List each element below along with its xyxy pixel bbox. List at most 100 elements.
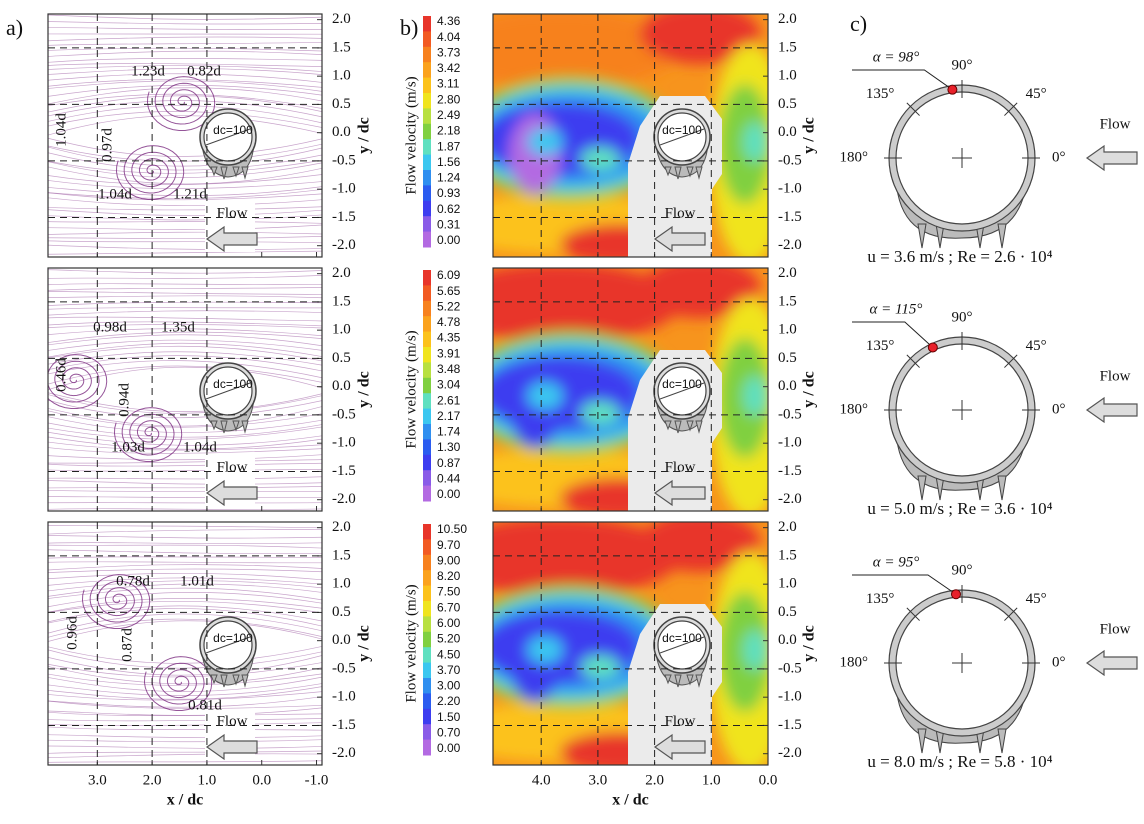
colorbar-segment bbox=[423, 347, 431, 363]
colorbar-segment bbox=[423, 154, 431, 171]
flow-label: Flow bbox=[665, 205, 696, 221]
y-tick-label: -2.0 bbox=[332, 745, 356, 761]
colorbar-segment bbox=[423, 31, 431, 48]
y-tick-label: 0.5 bbox=[332, 604, 351, 620]
streamline bbox=[48, 480, 322, 485]
angle-tick bbox=[1004, 102, 1018, 116]
icicle bbox=[210, 420, 218, 431]
icicle bbox=[674, 420, 682, 434]
streamline bbox=[48, 734, 322, 739]
y-tick-label: 1.0 bbox=[332, 576, 351, 592]
streamline bbox=[48, 321, 322, 327]
y-tick-label: -0.5 bbox=[778, 406, 802, 422]
streamline bbox=[48, 753, 322, 758]
colorbar-label: 0.31 bbox=[437, 218, 461, 232]
y-tick-label: 0.0 bbox=[778, 124, 797, 140]
streamline bbox=[48, 224, 322, 230]
streamline bbox=[48, 486, 322, 489]
streamline bbox=[48, 745, 322, 749]
dimension-label: 0.87d bbox=[119, 628, 135, 662]
colorbar-segment bbox=[423, 539, 431, 556]
streamline bbox=[48, 605, 322, 623]
flow-arrow bbox=[1085, 649, 1138, 677]
vortex bbox=[81, 574, 151, 630]
colorbar-segment bbox=[423, 231, 431, 248]
colorbar-label: 1.56 bbox=[437, 155, 461, 169]
y-tick-label: -1.5 bbox=[332, 209, 356, 225]
streamline bbox=[48, 95, 322, 113]
condition-caption: u = 5.0 m/s ; Re = 3.6 · 10⁴ bbox=[867, 499, 1052, 518]
dimension-label: 1.04d bbox=[53, 113, 69, 147]
dimension-label: 0.97d bbox=[99, 128, 115, 162]
colorbar-segment bbox=[423, 377, 431, 394]
dimension-label: 0.81d bbox=[188, 697, 222, 713]
icicle bbox=[917, 728, 927, 754]
icicle bbox=[210, 674, 218, 685]
y-tick-label: 1.0 bbox=[778, 322, 797, 338]
icicle bbox=[664, 674, 672, 685]
icicle bbox=[695, 674, 703, 688]
y-tick-label: -1.5 bbox=[778, 717, 802, 733]
streamline bbox=[48, 592, 322, 608]
y-tick-label: -0.5 bbox=[332, 660, 356, 676]
icicle bbox=[232, 166, 240, 178]
diameter-line bbox=[659, 382, 705, 400]
streamline bbox=[48, 143, 322, 162]
plot-frame bbox=[47, 521, 323, 766]
colorbar-label: 2.49 bbox=[437, 108, 461, 122]
colorbar-segment bbox=[423, 662, 431, 679]
streamline bbox=[48, 79, 322, 88]
streamline bbox=[48, 673, 322, 686]
flow-label: Flow bbox=[1100, 621, 1131, 637]
streamline bbox=[48, 80, 322, 92]
plot-frame bbox=[492, 267, 769, 512]
contour-region bbox=[743, 630, 767, 670]
dimension-label: 0.94d bbox=[116, 383, 132, 417]
cylinder-label: dc=100 bbox=[662, 377, 702, 391]
angle-label: 90° bbox=[952, 309, 973, 325]
streamline bbox=[48, 366, 322, 390]
streamline bbox=[48, 683, 322, 696]
streamline bbox=[48, 707, 322, 716]
flow-arrow bbox=[205, 225, 258, 253]
dimension-label: 0.96d bbox=[64, 616, 80, 650]
streamline bbox=[48, 36, 322, 42]
streamline bbox=[48, 137, 322, 157]
x-tick-label: -1.0 bbox=[305, 772, 329, 788]
streamline bbox=[48, 47, 322, 52]
streamline bbox=[48, 431, 322, 446]
streamline bbox=[48, 529, 322, 535]
colorbar-label: 0.44 bbox=[437, 472, 461, 486]
streamline bbox=[48, 115, 322, 136]
cylinder-label: dc=100 bbox=[213, 377, 253, 391]
y-tick-label: 0.5 bbox=[778, 604, 797, 620]
colorbar-label: 4.35 bbox=[437, 331, 461, 345]
diameter-line bbox=[205, 382, 251, 400]
angle-tick bbox=[1004, 354, 1018, 368]
streamline bbox=[48, 711, 322, 717]
y-tick-label: 0.5 bbox=[778, 350, 797, 366]
contour-region bbox=[493, 268, 680, 343]
colorbar-segment bbox=[423, 139, 431, 156]
flow-label: Flow bbox=[217, 205, 248, 221]
y-tick-label: 0.5 bbox=[778, 96, 797, 112]
alpha-label: α = 115° bbox=[870, 301, 923, 317]
y-axis-label: y / dc bbox=[356, 371, 373, 407]
streamline bbox=[48, 221, 322, 224]
vortex bbox=[113, 407, 183, 463]
streamline bbox=[48, 180, 322, 189]
panel-label: a) bbox=[6, 15, 23, 40]
streamline bbox=[48, 291, 322, 295]
streamline bbox=[48, 525, 322, 529]
colorbar-segment bbox=[423, 185, 431, 202]
angle-label: 180° bbox=[840, 401, 869, 417]
streamline bbox=[48, 580, 322, 592]
streamline bbox=[48, 355, 322, 372]
y-tick-label: -1.0 bbox=[332, 181, 356, 197]
streamline bbox=[48, 65, 322, 72]
panel-label: c) bbox=[850, 11, 867, 36]
streamline bbox=[48, 105, 322, 124]
colorbar-segment bbox=[423, 454, 431, 471]
streamline bbox=[48, 577, 322, 586]
streamline bbox=[48, 189, 322, 199]
